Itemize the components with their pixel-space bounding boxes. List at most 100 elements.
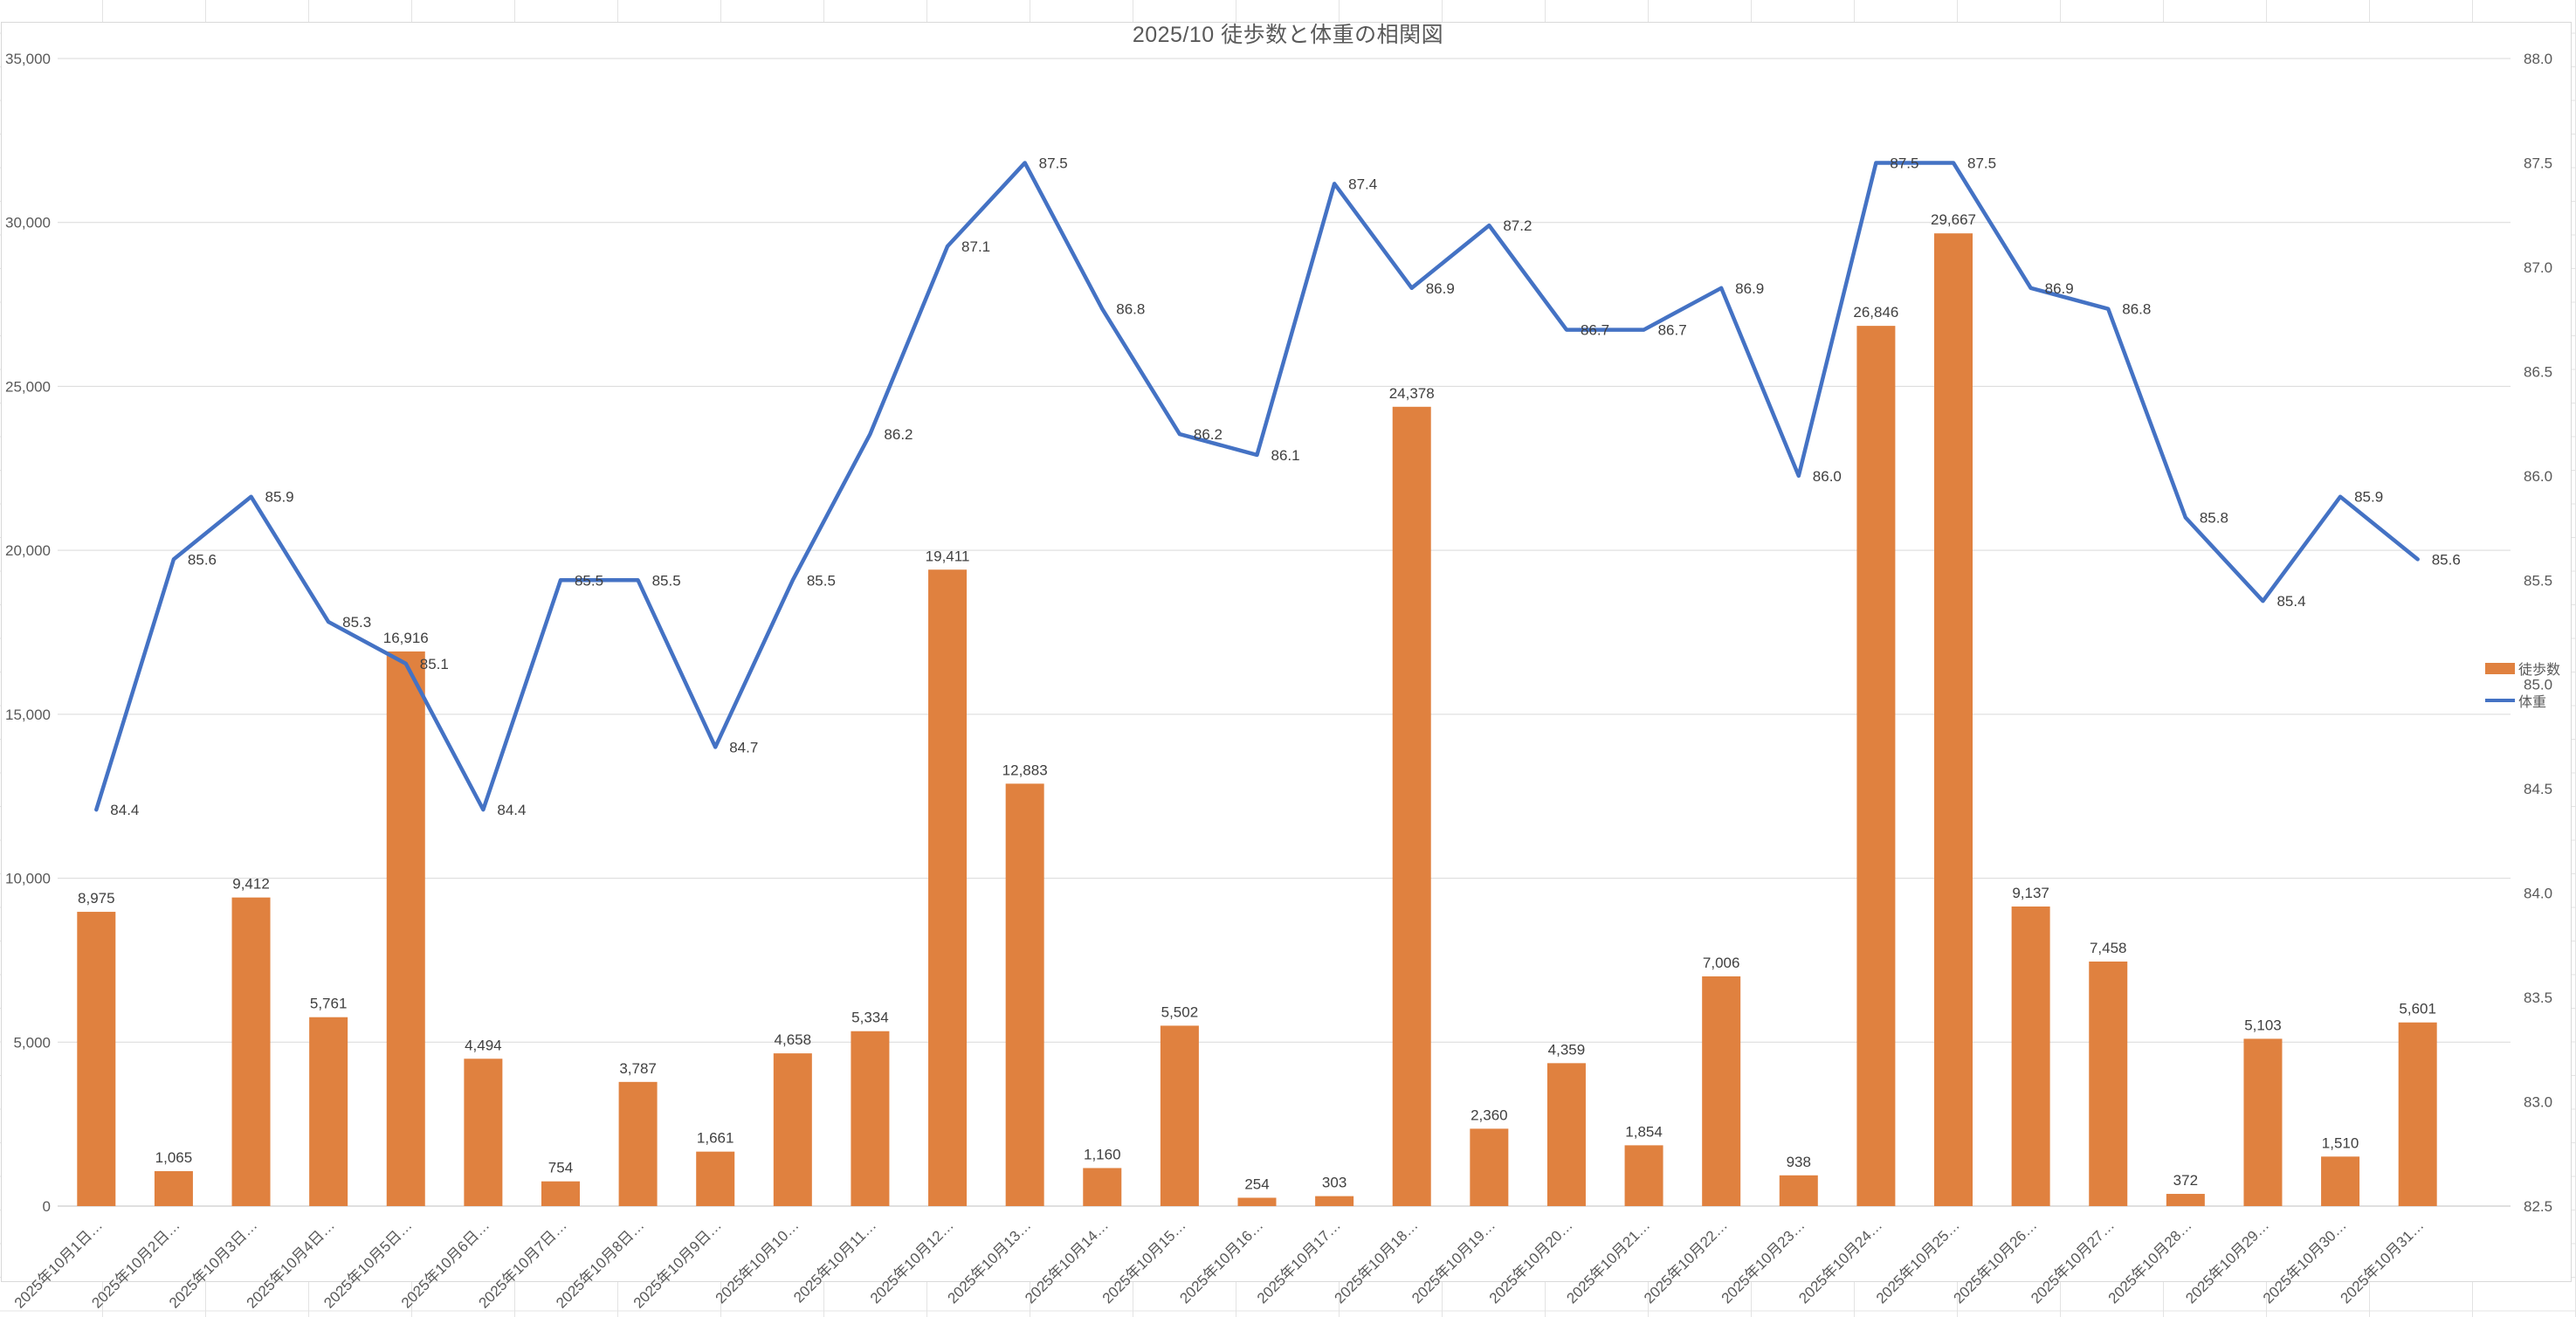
steps-value-label: 7,458	[2090, 940, 2127, 956]
steps-value-label: 29,667	[1931, 211, 1976, 228]
left-axis-tick-label: 35,000	[5, 51, 51, 67]
steps-value-label: 2,360	[1471, 1107, 1508, 1123]
left-axis-tick-label: 20,000	[5, 542, 51, 559]
weight-value-label: 86.9	[2045, 280, 2074, 297]
steps-bar[interactable]	[1160, 1025, 1199, 1206]
steps-bar[interactable]	[1934, 233, 1973, 1206]
steps-bar[interactable]	[1856, 326, 1896, 1206]
x-axis-label: 2025年10月28…	[2105, 1217, 2195, 1307]
steps-value-label: 4,658	[775, 1031, 812, 1048]
x-axis-label: 2025年10月31…	[2338, 1217, 2428, 1307]
right-axis-tick-label: 88.0	[2524, 51, 2552, 67]
steps-bar[interactable]	[1470, 1128, 1509, 1206]
right-axis-tick-label: 85.0	[2524, 677, 2552, 693]
steps-value-label: 4,359	[1548, 1041, 1586, 1058]
weight-value-label: 85.5	[652, 572, 681, 589]
steps-bar[interactable]	[2243, 1038, 2283, 1206]
steps-bar[interactable]	[1624, 1145, 1663, 1206]
x-axis-label: 2025年10月11…	[790, 1217, 879, 1306]
weight-series-swatch-icon	[2485, 699, 2515, 702]
steps-value-label: 1,661	[697, 1130, 734, 1147]
steps-bar[interactable]	[1779, 1175, 1818, 1206]
x-axis-label: 2025年10月30…	[2260, 1217, 2350, 1307]
weight-value-label: 86.1	[1271, 447, 1300, 464]
steps-bar[interactable]	[1546, 1063, 1586, 1206]
steps-bar[interactable]	[696, 1151, 735, 1206]
steps-bar[interactable]	[77, 912, 116, 1206]
right-axis-tick-label: 86.0	[2524, 468, 2552, 485]
steps-bar[interactable]	[1315, 1196, 1354, 1206]
x-axis-label: 2025年10月16…	[1176, 1217, 1266, 1307]
steps-bar[interactable]	[1083, 1168, 1122, 1206]
steps-bar[interactable]	[851, 1031, 890, 1206]
steps-value-label: 938	[1787, 1154, 1811, 1170]
left-axis-tick-label: 15,000	[5, 707, 51, 723]
steps-value-label: 7,006	[1703, 955, 1740, 971]
steps-bar[interactable]	[386, 651, 425, 1206]
steps-bar[interactable]	[2398, 1022, 2437, 1206]
weight-value-label: 85.5	[575, 572, 603, 589]
steps-value-label: 24,378	[1389, 385, 1435, 402]
steps-bar[interactable]	[2321, 1156, 2360, 1206]
right-axis-tick-label: 84.0	[2524, 886, 2552, 902]
steps-bar[interactable]	[231, 897, 271, 1206]
x-axis-label: 2025年10月13…	[945, 1217, 1035, 1307]
x-axis-label: 2025年10月14…	[1022, 1217, 1112, 1307]
steps-bar[interactable]	[464, 1058, 503, 1206]
steps-bar[interactable]	[1392, 406, 1431, 1206]
steps-bar[interactable]	[2011, 906, 2050, 1206]
steps-value-label: 5,334	[851, 1010, 889, 1026]
right-axis-tick-label: 87.0	[2524, 259, 2552, 276]
steps-bar[interactable]	[773, 1053, 812, 1206]
weight-value-label: 86.8	[2122, 301, 2151, 318]
chart-title: 2025/10 徒歩数と体重の相関図	[1132, 23, 1444, 47]
steps-value-label: 1,160	[1084, 1146, 1121, 1162]
steps-bar[interactable]	[1702, 976, 1741, 1206]
weight-value-label: 86.7	[1658, 322, 1687, 339]
x-axis-label: 2025年10月24…	[1795, 1217, 1885, 1307]
weight-value-label: 85.6	[2432, 551, 2461, 568]
x-axis-label: 2025年10月20…	[1486, 1217, 1576, 1307]
steps-bar[interactable]	[2089, 962, 2128, 1206]
steps-bar[interactable]	[1237, 1197, 1277, 1206]
left-axis-tick-label: 5,000	[13, 1034, 51, 1051]
steps-bar[interactable]	[541, 1181, 580, 1206]
steps-value-label: 8,975	[78, 890, 115, 907]
steps-bar[interactable]	[618, 1081, 658, 1206]
weight-value-label: 87.2	[1503, 217, 1532, 234]
x-axis-label: 2025年10月26…	[1950, 1217, 2040, 1307]
weight-value-label: 86.7	[1581, 322, 1609, 339]
weight-value-label: 84.4	[497, 802, 526, 818]
steps-value-label: 372	[2173, 1172, 2198, 1189]
steps-bar[interactable]	[1005, 783, 1044, 1206]
steps-value-label: 5,502	[1161, 1003, 1199, 1020]
right-axis-tick-label: 82.5	[2524, 1198, 2552, 1215]
weight-value-label: 87.4	[1348, 176, 1377, 192]
steps-value-label: 1,510	[2322, 1134, 2359, 1151]
legend-item-steps[interactable]: 徒歩数	[2485, 659, 2561, 678]
x-axis-label: 2025年10月25…	[1873, 1217, 1963, 1307]
weight-value-label: 85.3	[342, 614, 371, 631]
steps-value-label: 5,761	[310, 996, 348, 1012]
steps-bar[interactable]	[928, 569, 968, 1206]
steps-value-label: 9,412	[232, 876, 270, 893]
weight-value-label: 85.6	[188, 551, 217, 568]
steps-value-label: 1,854	[1625, 1123, 1663, 1140]
right-axis-tick-label: 85.5	[2524, 572, 2552, 589]
weight-value-label: 86.2	[884, 426, 913, 443]
chart-object[interactable]	[1, 22, 2572, 1282]
steps-value-label: 1,065	[155, 1149, 193, 1166]
legend-label-weight: 体重	[2518, 695, 2547, 710]
steps-value-label: 754	[548, 1160, 573, 1176]
steps-bar[interactable]	[309, 1017, 348, 1206]
legend-label-steps: 徒歩数	[2518, 663, 2561, 678]
weight-line[interactable]	[94, 161, 2420, 812]
steps-bar[interactable]	[2166, 1194, 2205, 1206]
steps-bar[interactable]	[154, 1171, 193, 1206]
x-axis-label: 2025年10月29…	[2182, 1217, 2272, 1307]
left-axis-tick-label: 10,000	[5, 871, 51, 887]
legend-item-weight[interactable]: 体重	[2485, 692, 2560, 710]
right-axis-tick-label: 83.0	[2524, 1094, 2552, 1111]
weight-value-label: 86.9	[1735, 280, 1764, 297]
